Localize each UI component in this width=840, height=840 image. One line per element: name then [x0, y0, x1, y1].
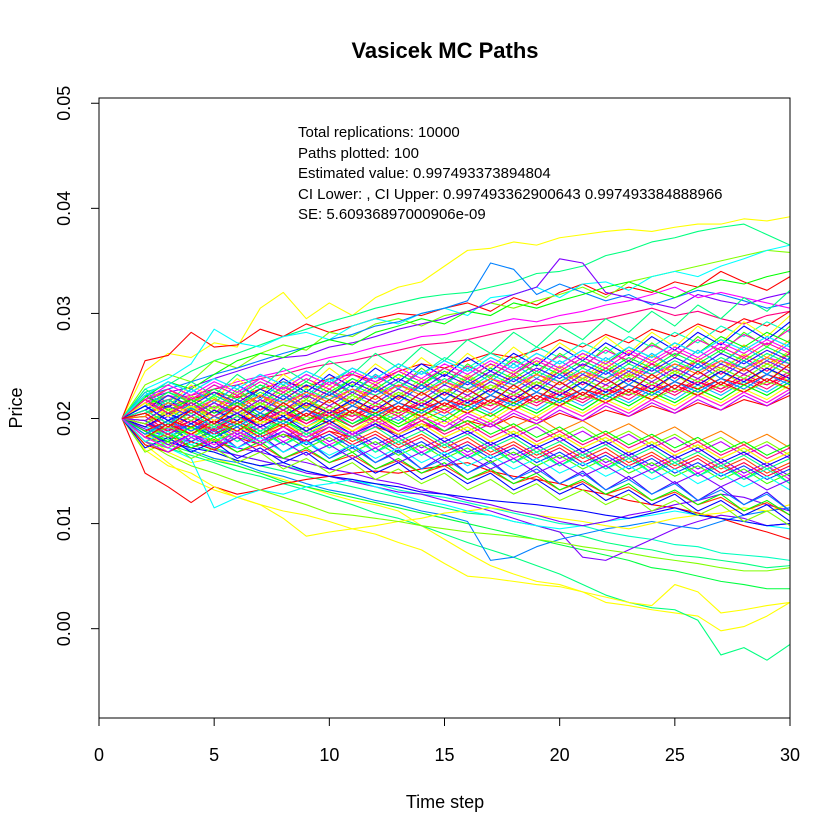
path-line-10	[121, 270, 791, 419]
chart-title: Vasicek MC Paths	[351, 38, 538, 63]
path-line-98	[121, 363, 791, 428]
path-line-3	[121, 270, 791, 419]
path-line-2	[121, 223, 791, 419]
path-line-70	[121, 349, 791, 420]
path-line-96	[121, 388, 791, 449]
annotation-confidence-interval: CI Lower: , CI Upper: 0.997493362900643 …	[298, 186, 723, 203]
path-line-80	[121, 418, 791, 491]
x-tick-label: 25	[665, 745, 685, 765]
y-tick-label: 0.00	[54, 611, 74, 646]
path-line-24	[121, 418, 791, 527]
annotation-paths-plotted: Paths plotted: 100	[298, 145, 419, 162]
path-line-40	[121, 418, 791, 527]
y-tick-label: 0.04	[54, 191, 74, 226]
path-line-57	[121, 418, 791, 522]
path-line-9	[121, 307, 791, 419]
y-tick-label: 0.02	[54, 401, 74, 436]
x-axis: 0 5 10 15 20 25 30	[94, 717, 800, 765]
path-line-46	[121, 415, 791, 477]
path-line-8	[121, 286, 791, 419]
path-line-71	[121, 391, 791, 453]
path-line-95	[121, 360, 791, 422]
path-line-90	[121, 381, 791, 443]
path-line-91	[121, 409, 791, 470]
path-line-7	[121, 258, 791, 419]
annotation-standard-error: SE: 5.60936897000906e-09	[298, 206, 486, 223]
paths-layer	[121, 216, 791, 661]
path-line-92	[121, 335, 791, 419]
path-line-85	[121, 373, 791, 435]
path-line-53	[121, 418, 791, 516]
y-tick-label: 0.01	[54, 506, 74, 541]
x-tick-label: 20	[550, 745, 570, 765]
path-line-17	[121, 418, 791, 561]
path-line-14	[121, 418, 790, 590]
x-axis-title: Time step	[406, 792, 484, 812]
path-line-79	[121, 352, 791, 420]
path-line-72	[121, 342, 791, 419]
annotation-block: Total replications: 10000 Paths plotted:…	[298, 124, 723, 223]
path-line-28	[121, 367, 791, 430]
x-tick-label: 15	[434, 745, 454, 765]
y-axis-title: Price	[6, 387, 26, 428]
annotation-estimated-value: Estimated value: 0.997493373894804	[298, 165, 551, 182]
path-line-21	[121, 418, 791, 530]
path-line-20	[121, 418, 791, 537]
path-line-22	[121, 418, 791, 572]
y-axis: 0.00 0.01 0.02 0.03 0.04 0.05	[54, 86, 100, 646]
path-line-54	[121, 289, 791, 419]
path-line-1	[121, 216, 791, 419]
path-line-12	[121, 418, 791, 661]
path-line-39	[121, 315, 791, 419]
x-tick-label: 10	[319, 745, 339, 765]
path-line-94	[121, 405, 791, 467]
y-tick-label: 0.05	[54, 86, 74, 121]
path-line-83	[121, 418, 791, 491]
annotation-total-replications: Total replications: 10000	[298, 124, 460, 141]
x-tick-label: 30	[780, 745, 800, 765]
path-line-97	[121, 399, 791, 459]
y-tick-label: 0.03	[54, 296, 74, 331]
path-line-5	[121, 244, 791, 419]
path-line-4	[121, 249, 791, 419]
path-line-23	[121, 417, 791, 527]
x-tick-label: 5	[209, 745, 219, 765]
path-line-93	[121, 373, 791, 435]
path-line-84	[121, 339, 791, 419]
path-line-18	[121, 418, 791, 561]
x-tick-label: 0	[94, 745, 104, 765]
